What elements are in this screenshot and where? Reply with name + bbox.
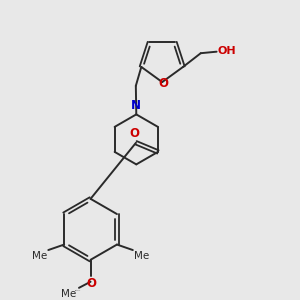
Text: OH: OH bbox=[218, 46, 236, 56]
Text: N: N bbox=[131, 99, 141, 112]
Text: Me: Me bbox=[32, 251, 47, 261]
Text: O: O bbox=[86, 277, 96, 290]
Text: O: O bbox=[130, 127, 140, 140]
Text: methoxy: methoxy bbox=[75, 290, 81, 291]
Text: Me: Me bbox=[134, 251, 149, 261]
Text: O: O bbox=[158, 77, 168, 90]
Text: Me: Me bbox=[61, 289, 76, 299]
